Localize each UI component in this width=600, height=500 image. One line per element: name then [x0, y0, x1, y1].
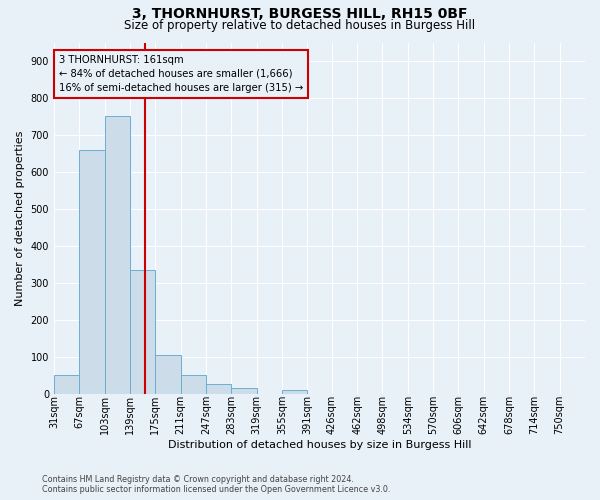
X-axis label: Distribution of detached houses by size in Burgess Hill: Distribution of detached houses by size … [168, 440, 471, 450]
Bar [282, 390, 307, 394]
Bar [104, 116, 130, 394]
Bar [181, 375, 206, 394]
Bar [130, 270, 155, 394]
Text: Size of property relative to detached houses in Burgess Hill: Size of property relative to detached ho… [124, 19, 476, 32]
Y-axis label: Number of detached properties: Number of detached properties [15, 130, 25, 306]
Bar [206, 384, 231, 394]
Bar [79, 150, 104, 394]
Text: 3, THORNHURST, BURGESS HILL, RH15 0BF: 3, THORNHURST, BURGESS HILL, RH15 0BF [132, 8, 468, 22]
Bar [231, 388, 257, 394]
Text: 3 THORNHURST: 161sqm
← 84% of detached houses are smaller (1,666)
16% of semi-de: 3 THORNHURST: 161sqm ← 84% of detached h… [59, 55, 304, 93]
Text: Contains HM Land Registry data © Crown copyright and database right 2024.
Contai: Contains HM Land Registry data © Crown c… [42, 474, 391, 494]
Bar [54, 375, 79, 394]
Bar [155, 355, 181, 394]
